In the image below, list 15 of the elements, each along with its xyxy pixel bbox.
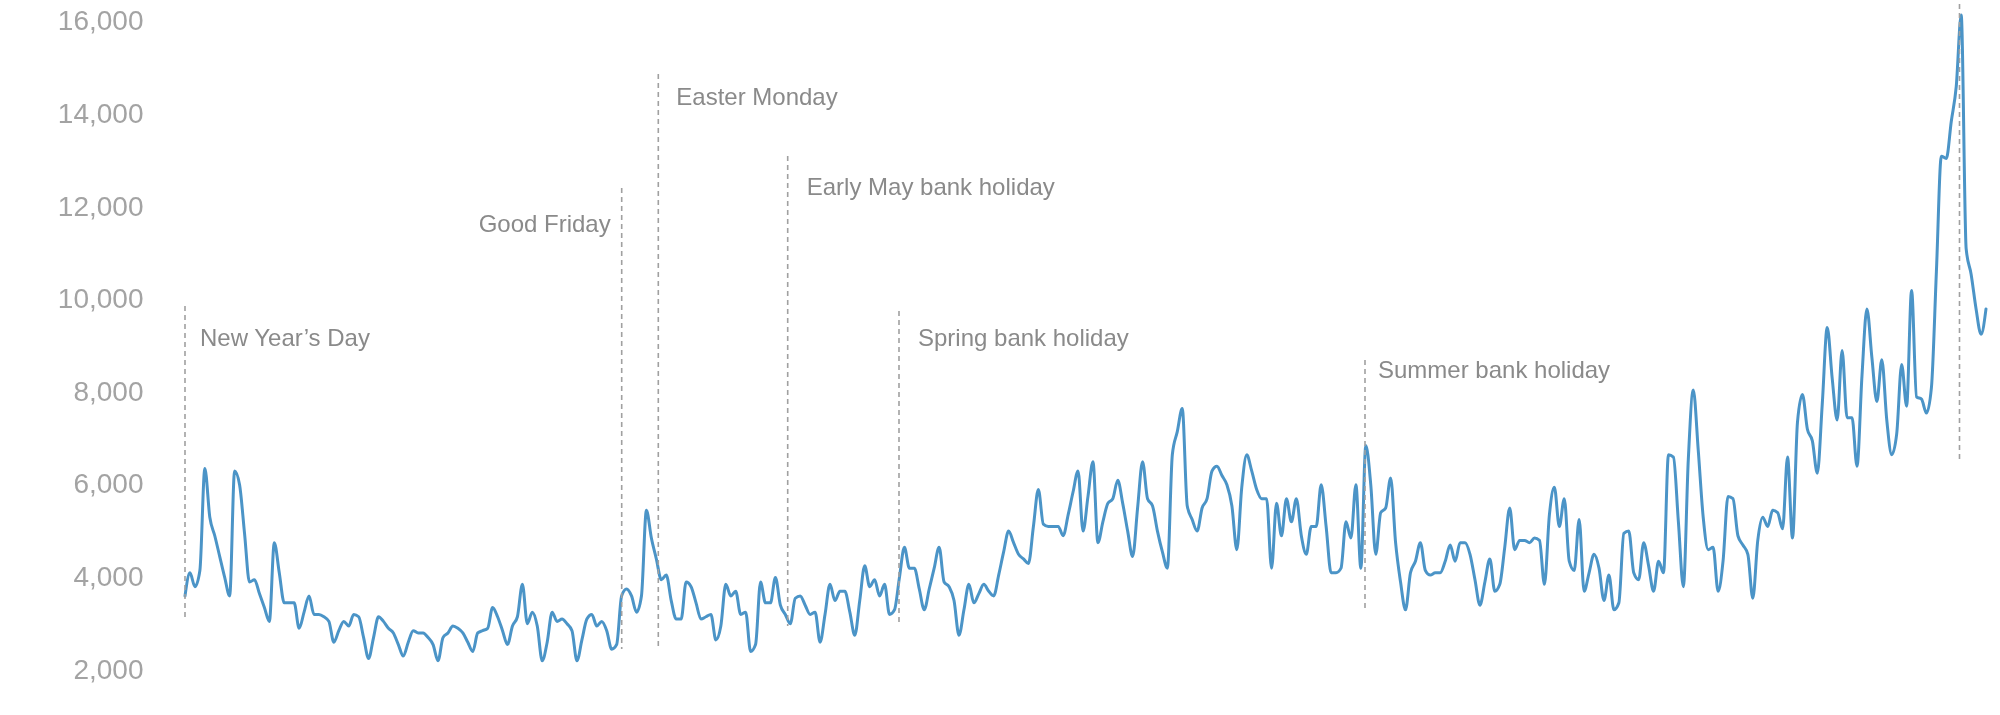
annotation: New Year’s Day <box>200 324 370 351</box>
line-series <box>183 13 1988 663</box>
y-tick-label: 6,000 <box>73 468 144 500</box>
annotation: Summer bank holiday <box>1378 356 1611 383</box>
annotation: Easter Monday <box>676 83 838 110</box>
annotation: Spring bank holiday <box>918 324 1129 351</box>
y-tick-label: 12,000 <box>57 190 144 222</box>
y-tick-label: 2,000 <box>73 653 144 685</box>
y-tick-label: 8,000 <box>73 375 144 407</box>
y-tick-label: 14,000 <box>57 97 144 129</box>
annotation: Early May bank holiday <box>806 173 1055 200</box>
y-tick-label: 10,000 <box>57 283 144 315</box>
y-tick-label: 16,000 <box>57 5 144 37</box>
y-tick-label: 4,000 <box>73 560 144 592</box>
annotation: Good Friday <box>478 210 611 237</box>
